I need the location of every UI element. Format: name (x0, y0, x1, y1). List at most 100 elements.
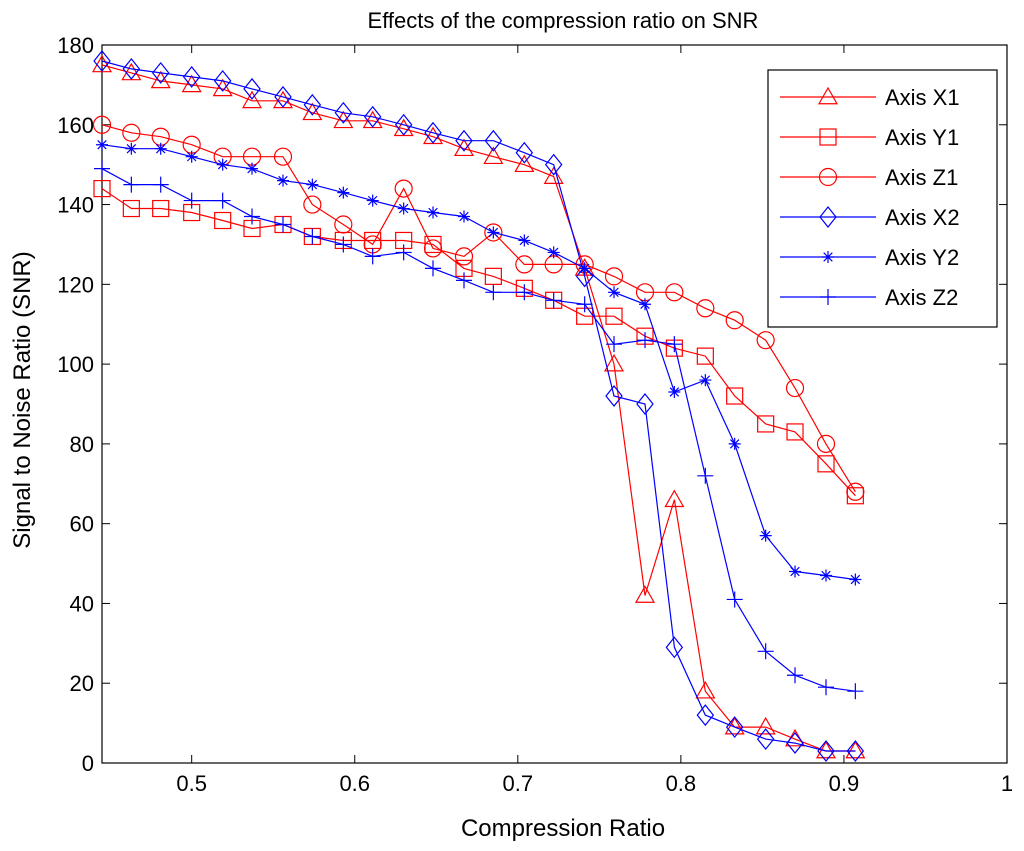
legend-marker (820, 289, 836, 305)
legend-label: Axis Y1 (885, 125, 959, 150)
y-tick-label: 20 (70, 671, 94, 696)
legend-label: Axis X1 (885, 85, 960, 110)
data-point (545, 292, 562, 309)
x-tick-label: 1 (1001, 771, 1013, 796)
data-point (487, 226, 500, 239)
data-point (606, 336, 623, 353)
data-point (516, 284, 533, 301)
series-layer (91, 49, 866, 762)
data-point (303, 93, 322, 116)
data-point (725, 311, 744, 330)
data-point (122, 57, 141, 80)
data-point (154, 142, 167, 155)
data-point (366, 194, 379, 207)
data-point (425, 260, 442, 277)
legend-marker (817, 86, 839, 105)
data-point (96, 138, 108, 151)
data-point (214, 211, 232, 230)
series-axis-x2 (93, 49, 865, 762)
y-tick-label: 0 (82, 751, 94, 776)
data-point (152, 199, 170, 218)
data-point (274, 85, 292, 108)
data-point (756, 728, 775, 751)
data-point (665, 636, 684, 659)
data-point (605, 307, 623, 325)
y-tick-label: 40 (70, 591, 94, 616)
data-point (578, 262, 591, 275)
data-point (755, 716, 776, 735)
data-point (216, 158, 229, 171)
data-point (664, 489, 685, 508)
data-point (757, 643, 774, 660)
data-point (151, 61, 170, 84)
data-point (455, 129, 473, 152)
data-point (150, 70, 171, 89)
series-line-axis-z1 (101, 124, 856, 493)
data-point (275, 216, 291, 233)
x-tick-label: 0.9 (829, 771, 860, 796)
data-point (394, 179, 413, 198)
x-axis-label: Compression Ratio (461, 815, 665, 842)
data-point (337, 186, 350, 199)
y-tick-label: 100 (57, 352, 94, 377)
data-point (364, 248, 381, 265)
data-point (241, 90, 263, 109)
legend-item-axis-y1: Axis Y1 (780, 125, 959, 150)
data-point (334, 215, 353, 234)
x-tick-label: 0.8 (666, 771, 697, 796)
data-point (789, 565, 802, 578)
legend-item-axis-y2: Axis Y2 (780, 245, 959, 270)
data-point (306, 178, 319, 191)
data-point (458, 210, 470, 223)
data-point (92, 115, 112, 134)
legend-marker (819, 206, 837, 228)
x-tick-label: 0.6 (339, 771, 370, 796)
data-point (485, 284, 502, 301)
data-point (696, 704, 715, 727)
plot-area: 0.5 0.6 0.7 0.8 0.9 1 0 20 40 60 80 100 120 140 160 180… (57, 33, 1013, 796)
data-point (122, 199, 140, 218)
data-point (696, 299, 715, 318)
data-point (182, 65, 201, 88)
data-point (394, 113, 413, 136)
data-point (547, 246, 560, 259)
data-point (757, 415, 775, 433)
data-point (395, 244, 412, 261)
series-line-axis-x2 (101, 60, 856, 752)
data-point (724, 716, 745, 735)
data-point (94, 160, 110, 177)
data-point (605, 385, 623, 407)
data-point (246, 162, 259, 175)
data-point (335, 236, 352, 253)
data-point (483, 146, 504, 165)
legend-label: Axis Z2 (885, 285, 958, 310)
data-point (603, 353, 625, 372)
legend-marker (822, 251, 834, 263)
y-tick-label: 80 (70, 432, 94, 457)
data-point (726, 591, 743, 608)
data-point (334, 101, 353, 124)
legend-box (767, 69, 998, 328)
data-point (543, 166, 564, 184)
data-point (302, 102, 323, 121)
data-point (125, 142, 138, 155)
legend-item-axis-x1: Axis X1 (780, 85, 960, 110)
axis-ticks: 0.5 0.6 0.7 0.8 0.9 1 0 20 40 60 80 100 120 140 160 180 (57, 33, 1013, 796)
data-point (726, 387, 744, 405)
data-point (363, 105, 382, 128)
data-point (427, 206, 440, 219)
legend-marker (818, 167, 838, 187)
data-point (514, 154, 535, 173)
legend-label: Axis X2 (885, 205, 960, 230)
data-point (544, 153, 563, 176)
legend-item-axis-z1: Axis Z1 (780, 165, 958, 190)
series-line-axis-x1 (101, 64, 856, 752)
y-axis-label: Signal to Noise Ratio (SNR) (9, 251, 36, 548)
data-point (576, 296, 593, 313)
data-point (847, 683, 864, 700)
data-point (304, 228, 321, 245)
data-point (212, 78, 233, 97)
data-point (637, 332, 653, 349)
data-point (515, 255, 534, 274)
